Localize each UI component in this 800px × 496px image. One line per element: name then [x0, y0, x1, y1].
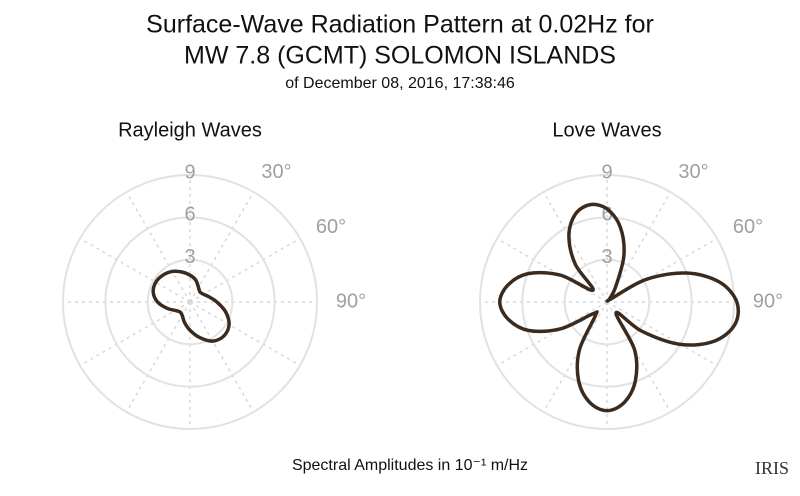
theta-tick-label: 30°: [261, 161, 291, 183]
spoke: [125, 301, 191, 413]
theta-tick-label: 30°: [678, 161, 708, 183]
subtitle: of December 08, 2016, 17:38:46: [285, 75, 515, 92]
spoke: [496, 237, 608, 303]
spoke: [496, 301, 608, 367]
r-tick-label: 6: [184, 204, 195, 226]
grid-ring: [563, 258, 651, 346]
grid-ring: [521, 216, 693, 388]
theta-tick-label: 60°: [316, 216, 346, 238]
grid-ring: [479, 174, 735, 430]
r-tick-label: 9: [601, 161, 612, 183]
theta-tick-label: 60°: [733, 216, 763, 238]
theta-tick-label: 90°: [753, 290, 783, 312]
panel-title: Love Waves: [552, 119, 661, 141]
spoke: [125, 191, 191, 303]
spoke: [189, 237, 301, 303]
panel-title: Rayleigh Waves: [118, 119, 262, 141]
spoke: [79, 237, 191, 303]
spoke: [542, 191, 608, 303]
r-tick-label: 3: [184, 246, 195, 268]
grid-ring: [104, 216, 276, 388]
footer: Spectral Amplitudes in 10⁻¹ m/Hz: [292, 457, 528, 474]
title-line: Surface-Wave Radiation Pattern at 0.02Hz…: [146, 11, 654, 39]
spoke: [189, 191, 255, 303]
r-tick-label: 9: [184, 161, 195, 183]
grid-ring: [62, 174, 318, 430]
r-tick-label: 6: [601, 204, 612, 226]
spoke: [79, 301, 191, 367]
radiation-curve: [151, 269, 231, 343]
spoke: [189, 301, 301, 367]
spoke: [542, 301, 608, 413]
spoke: [189, 301, 255, 413]
spoke: [606, 301, 718, 367]
theta-tick-label: 90°: [336, 290, 366, 312]
grid-ring: [146, 258, 234, 346]
radiation-curve: [498, 202, 741, 413]
r-tick-label: 3: [601, 246, 612, 268]
title-line: MW 7.8 (GCMT) SOLOMON ISLANDS: [184, 42, 616, 70]
logo: IRIS: [755, 458, 789, 478]
